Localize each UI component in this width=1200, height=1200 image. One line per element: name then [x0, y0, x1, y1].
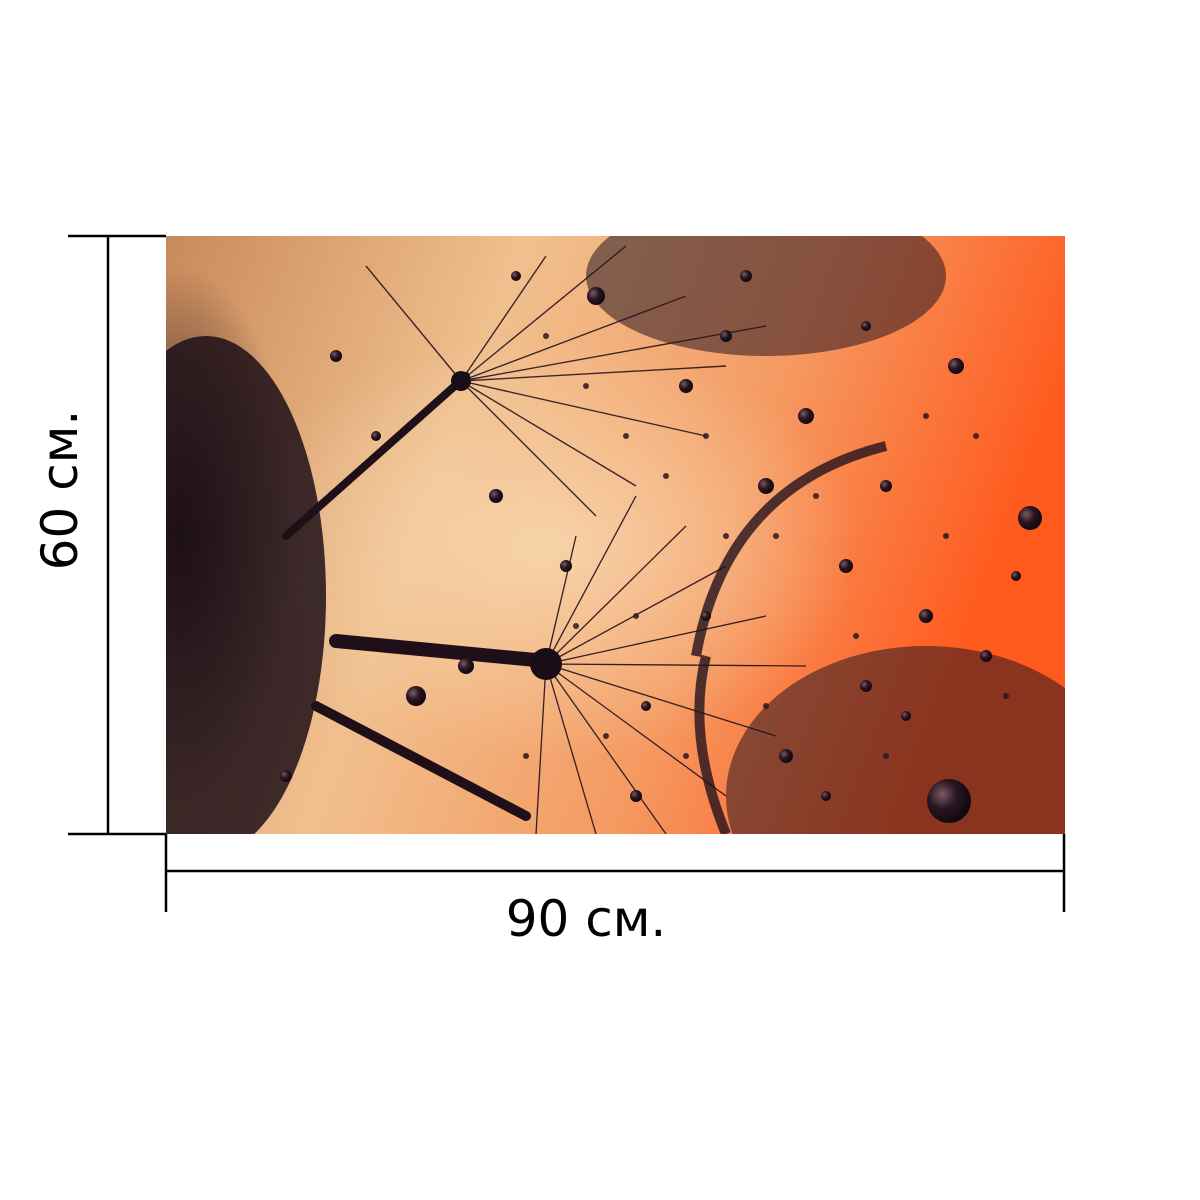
height-label: 60 см.	[31, 409, 89, 571]
width-label: 90 см.	[505, 890, 667, 948]
dandelion-seeds-photo	[166, 236, 1065, 834]
